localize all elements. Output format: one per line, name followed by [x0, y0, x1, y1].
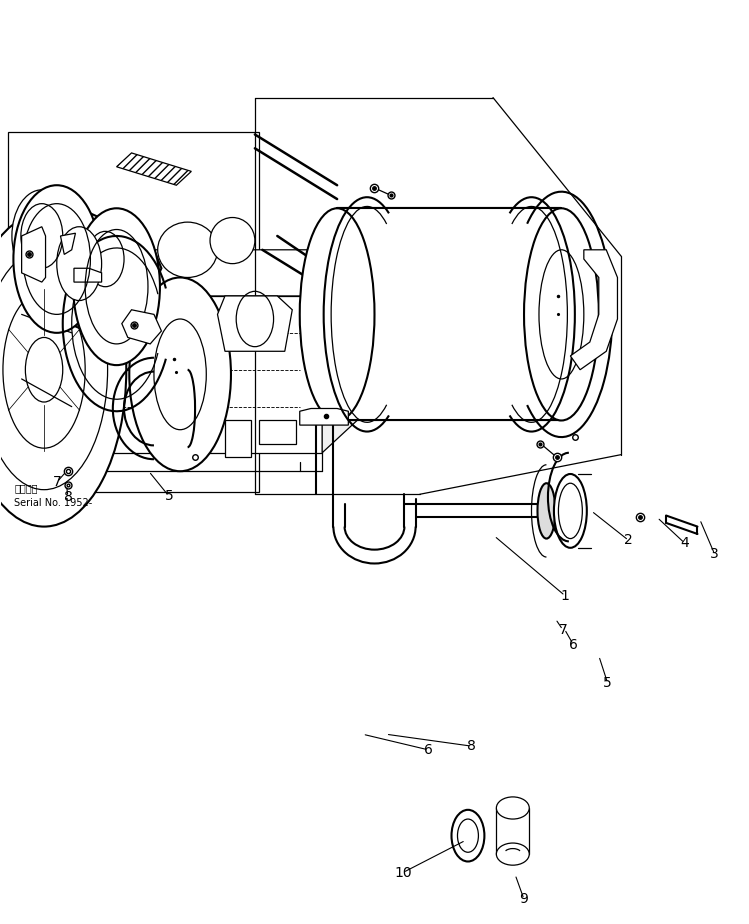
Polygon shape	[61, 233, 76, 254]
Polygon shape	[117, 153, 191, 185]
Polygon shape	[122, 310, 162, 344]
Text: 5: 5	[165, 489, 173, 504]
Text: 9: 9	[520, 893, 529, 906]
Text: 10: 10	[394, 866, 412, 880]
Ellipse shape	[12, 189, 72, 282]
Polygon shape	[300, 408, 348, 425]
Ellipse shape	[497, 796, 530, 819]
Ellipse shape	[210, 217, 255, 263]
Text: Serial No. 1952-: Serial No. 1952-	[14, 498, 92, 507]
Polygon shape	[571, 249, 617, 370]
Polygon shape	[217, 296, 292, 351]
Text: 8: 8	[64, 490, 73, 505]
Text: 8: 8	[467, 739, 476, 753]
Polygon shape	[72, 296, 322, 453]
Ellipse shape	[77, 217, 134, 300]
Polygon shape	[322, 249, 367, 453]
Ellipse shape	[300, 208, 374, 420]
Text: 2: 2	[625, 533, 633, 547]
Text: 5: 5	[604, 676, 612, 690]
Polygon shape	[74, 268, 102, 282]
Polygon shape	[31, 208, 162, 333]
Ellipse shape	[554, 474, 586, 548]
Ellipse shape	[130, 277, 231, 471]
Ellipse shape	[57, 226, 102, 300]
Ellipse shape	[497, 843, 530, 865]
Bar	[337, 208, 562, 420]
Text: 4: 4	[680, 536, 689, 550]
Ellipse shape	[452, 809, 485, 861]
Text: 3: 3	[710, 547, 719, 561]
Bar	[225, 420, 251, 457]
Ellipse shape	[0, 213, 127, 527]
Polygon shape	[22, 226, 46, 282]
Ellipse shape	[73, 208, 160, 365]
Text: 7: 7	[52, 475, 61, 490]
Text: 6: 6	[569, 638, 577, 651]
Ellipse shape	[524, 208, 598, 420]
Ellipse shape	[13, 185, 100, 333]
Text: 6: 6	[424, 743, 433, 757]
Text: 1: 1	[561, 589, 569, 602]
Bar	[8, 132, 258, 492]
Polygon shape	[72, 249, 367, 296]
Ellipse shape	[538, 483, 556, 539]
Ellipse shape	[158, 222, 217, 277]
Text: 7: 7	[559, 623, 567, 637]
Polygon shape	[258, 420, 296, 444]
Text: 適用号機: 適用号機	[14, 483, 37, 492]
